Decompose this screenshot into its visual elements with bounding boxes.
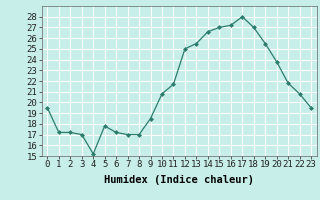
X-axis label: Humidex (Indice chaleur): Humidex (Indice chaleur): [104, 175, 254, 185]
